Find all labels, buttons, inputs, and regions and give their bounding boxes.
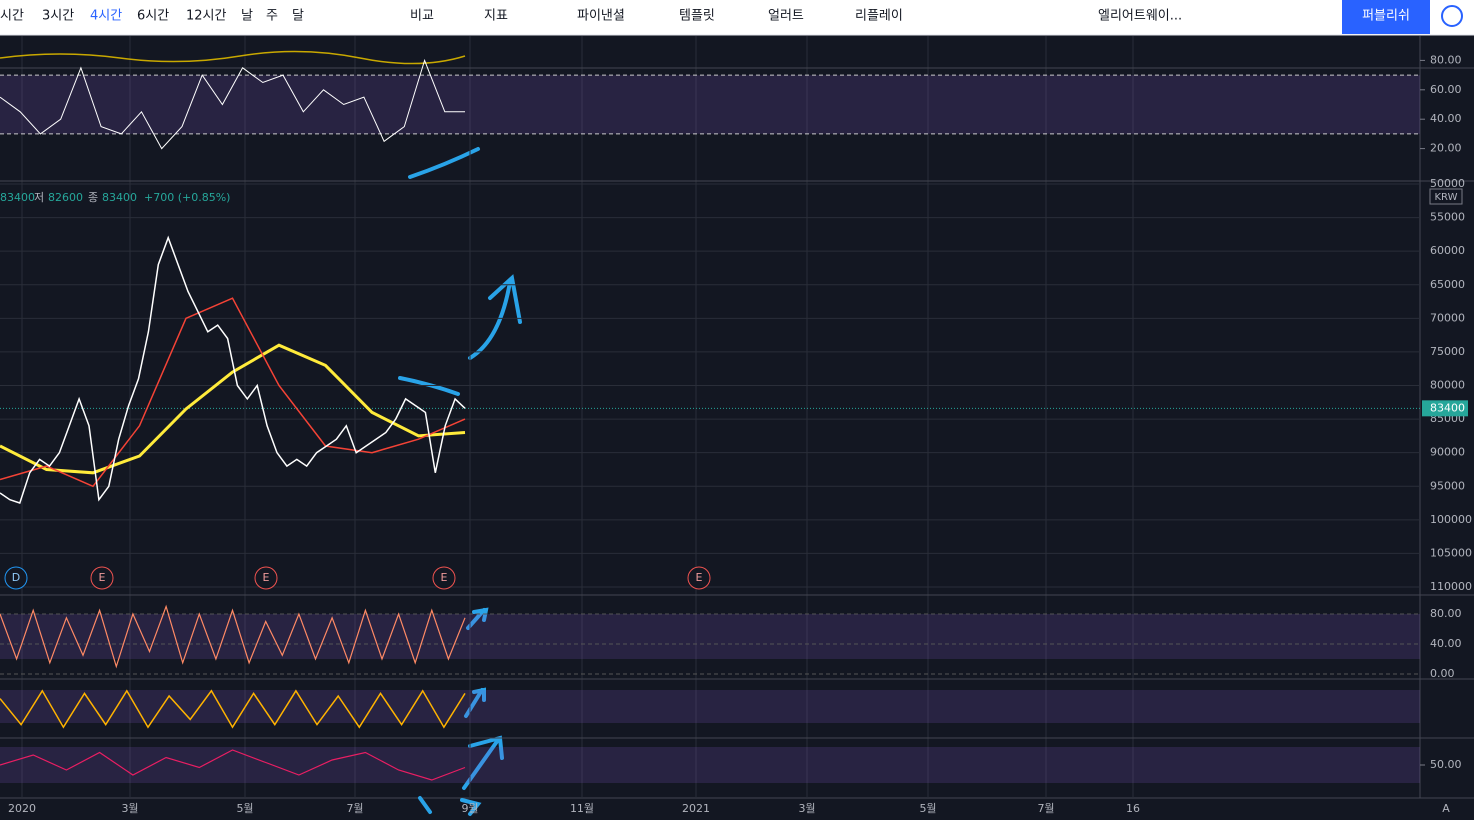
- publish-label[interactable]: 퍼블리쉬: [1362, 9, 1410, 24]
- legend-change: +700 (+0.85%): [144, 191, 230, 204]
- last-price-label: 83400: [1430, 401, 1465, 414]
- interval[interactable]: 3시간: [42, 9, 74, 24]
- series-line: [0, 689, 466, 729]
- rsi-band: [0, 75, 1420, 134]
- interval[interactable]: 6시간: [137, 9, 169, 24]
- corner-label[interactable]: A: [1442, 802, 1450, 815]
- price-axis: [1420, 36, 1474, 798]
- y-tick-label: 60000: [1430, 244, 1465, 257]
- toolbar-button[interactable]: 리플레이: [855, 9, 903, 24]
- event-marker[interactable]: [254, 566, 278, 590]
- toolbar-button[interactable]: 파이낸셜: [577, 9, 625, 24]
- x-tick-label: 7월: [1037, 802, 1054, 815]
- y-tick-label: 55000: [1430, 211, 1465, 224]
- toolbar-button[interactable]: 템플릿: [679, 9, 715, 24]
- publish-button[interactable]: [1342, 0, 1430, 34]
- x-tick-label: 2021: [682, 802, 710, 815]
- y-tick-label: 0.00: [1430, 667, 1455, 680]
- y-tick-label: 100000: [1430, 513, 1472, 526]
- y-tick-label: 20.00: [1430, 142, 1462, 155]
- event-label: E: [696, 571, 703, 584]
- x-tick-label: 11월: [570, 802, 594, 815]
- x-tick-label: 5월: [236, 802, 253, 815]
- legend-high: 83400: [0, 191, 35, 204]
- event-marker[interactable]: [4, 566, 28, 590]
- mini-indicator: [0, 50, 466, 65]
- legend-low: 82600: [48, 191, 83, 204]
- series-line: [0, 235, 466, 504]
- legend-low-label: 저: [34, 191, 44, 204]
- x-tick-label: 5월: [919, 802, 936, 815]
- x-tick-label: 7월: [346, 802, 363, 815]
- event-marker[interactable]: [687, 566, 711, 590]
- interval[interactable]: 시간: [0, 9, 24, 24]
- x-tick-label: 3월: [798, 802, 815, 815]
- x-tick-label: 2020: [8, 802, 36, 815]
- y-tick-label: 50000: [1430, 177, 1465, 190]
- y-tick-label: 80.00: [1430, 607, 1462, 620]
- currency: KRW: [1435, 192, 1458, 203]
- y-tick-label: 40.00: [1430, 637, 1462, 650]
- interval[interactable]: 달: [292, 9, 304, 24]
- y-tick-label: 75000: [1430, 345, 1465, 358]
- last-price-box: [1422, 400, 1468, 417]
- event-marker[interactable]: [432, 566, 456, 590]
- y-tick-label: 70000: [1430, 311, 1465, 324]
- series-line: [0, 604, 466, 669]
- legend-close-label: 종: [88, 191, 98, 204]
- play-icon[interactable]: [1441, 5, 1463, 27]
- cycle-band: [0, 747, 1420, 783]
- series-line: [0, 58, 465, 150]
- toolbar-button[interactable]: 지표: [484, 9, 508, 24]
- toolbar-button[interactable]: 얼러트: [768, 9, 804, 24]
- y-tick-label: 105000: [1430, 546, 1472, 559]
- event-label: E: [263, 571, 270, 584]
- event-label: E: [441, 571, 448, 584]
- legend-close: 83400: [102, 191, 137, 204]
- series-line: [0, 749, 466, 781]
- y-tick-label: 90000: [1430, 446, 1465, 459]
- event-marker[interactable]: [90, 566, 114, 590]
- x-tick-label: 16: [1126, 802, 1140, 815]
- event-label: E: [99, 571, 106, 584]
- y-tick-label: 50.00: [1430, 758, 1462, 771]
- series-line: [0, 343, 466, 475]
- interval[interactable]: 12시간: [186, 9, 227, 24]
- y-tick-label: 95000: [1430, 479, 1465, 492]
- event-label: D: [12, 571, 20, 584]
- layout-name[interactable]: 엘리어트웨이...: [1098, 9, 1182, 24]
- series-line: [0, 297, 466, 488]
- stoch2-band: [0, 690, 1420, 723]
- interval[interactable]: 주: [266, 9, 278, 24]
- x-tick-label: 9월: [461, 802, 478, 815]
- y-tick-label: 40.00: [1430, 112, 1462, 125]
- y-tick-label: 110000: [1430, 580, 1472, 593]
- toolbar: [0, 0, 1474, 35]
- toolbar-button[interactable]: 비교: [410, 9, 434, 24]
- interval[interactable]: 날: [241, 9, 253, 24]
- y-tick-label: 80.00: [1430, 53, 1462, 66]
- x-tick-label: 3월: [121, 802, 138, 815]
- interval[interactable]: 4시간: [90, 9, 122, 24]
- y-tick-label: 65000: [1430, 278, 1465, 291]
- y-tick-label: 60.00: [1430, 83, 1462, 96]
- y-tick-label: 80000: [1430, 379, 1465, 392]
- currency-box: [1429, 188, 1463, 205]
